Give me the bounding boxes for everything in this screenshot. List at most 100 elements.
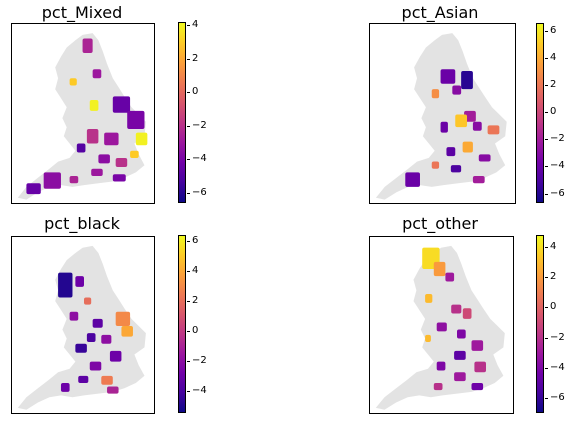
region-patch (431, 161, 440, 169)
region-patch (101, 375, 113, 385)
colorbar-tick-mark (187, 331, 190, 332)
map-frame (11, 236, 155, 414)
colorbar-tick-mark (187, 159, 190, 160)
region-patch (98, 154, 110, 164)
map-frame (369, 236, 514, 414)
region-patch (69, 176, 79, 184)
chart-title: pct_Asian (401, 3, 479, 22)
colorbar-tick-label: 0 (192, 86, 199, 97)
region-patch (471, 382, 484, 391)
region-patch (58, 272, 73, 298)
england-map (17, 33, 148, 200)
region-patch (462, 308, 472, 319)
colorbar-tick-mark (545, 247, 548, 248)
region-patch (75, 276, 84, 287)
region-patch (112, 174, 126, 182)
england-map (375, 33, 507, 200)
region-patch (474, 361, 486, 373)
region-patch (455, 114, 468, 128)
colorbar-tick-mark (545, 166, 548, 167)
region-patch (78, 375, 89, 383)
region-patch (60, 382, 70, 392)
region-patch (89, 361, 102, 371)
colorbar-tick-mark (187, 271, 190, 272)
colorbar-tick-mark (187, 241, 190, 242)
colorbar-tick-mark (545, 58, 548, 59)
region-patch (445, 272, 455, 282)
region-patch (440, 69, 456, 84)
map-frame (369, 23, 516, 204)
region-patch (69, 311, 79, 321)
region-patch (451, 304, 462, 314)
colorbar-tick-label: 0 (550, 106, 557, 117)
region-patch (26, 183, 41, 195)
region-patch (425, 293, 433, 303)
colorbar-tick-label: 4 (192, 265, 199, 276)
colorbar-tick-label: 2 (550, 79, 557, 90)
colorbar-tick-label: 4 (192, 19, 199, 30)
region-patch (457, 329, 466, 339)
region-patch (454, 372, 466, 382)
england-landmass (17, 245, 146, 410)
colorbar-tick-label: 6 (192, 235, 199, 246)
colorbar-tick-mark (545, 112, 548, 113)
region-patch (115, 311, 131, 326)
colorbar (178, 235, 186, 413)
region-patch (115, 157, 128, 167)
map-frame (11, 23, 155, 204)
colorbar-tick-label: 6 (550, 25, 557, 36)
region-patch (431, 89, 440, 99)
region-patch (84, 297, 92, 305)
region-patch (91, 168, 103, 177)
colorbar-tick-mark (545, 338, 548, 339)
region-patch (127, 110, 145, 129)
region-patch (92, 69, 102, 79)
region-patch (135, 132, 148, 146)
colorbar-tick-label: −2 (192, 355, 207, 366)
region-patch (43, 172, 61, 189)
chart-title: pct_other (402, 214, 478, 233)
region-patch (450, 165, 462, 173)
colorbar-tick-mark (545, 31, 548, 32)
region-patch (471, 340, 484, 351)
region-patch (76, 143, 86, 153)
colorbar-tick-label: −2 (550, 133, 565, 144)
region-patch (75, 343, 87, 353)
region-patch (86, 333, 96, 343)
colorbar-tick-mark (545, 307, 548, 308)
colorbar-tick-mark (187, 25, 190, 26)
colorbar-tick-label: −6 (192, 187, 207, 198)
colorbar-tick-label: 4 (550, 52, 557, 63)
region-patch (452, 85, 462, 95)
colorbar-tick-mark (187, 126, 190, 127)
region-patch (405, 172, 420, 187)
region-patch (433, 261, 446, 277)
chart-title: pct_black (44, 214, 120, 233)
region-patch (82, 38, 93, 53)
colorbar-tick-mark (545, 194, 548, 195)
region-patch (472, 176, 485, 184)
region-patch (92, 318, 103, 328)
colorbar-tick-label: −2 (550, 332, 565, 343)
colorbar-tick-mark (187, 59, 190, 60)
region-patch (121, 326, 133, 337)
region-patch (89, 100, 99, 111)
colorbar-tick-label: 2 (550, 271, 557, 282)
region-patch (109, 350, 122, 362)
region-patch (472, 121, 482, 131)
colorbar-tick-mark (545, 85, 548, 86)
chart-title: pct_Mixed (41, 3, 123, 22)
colorbar-tick-label: −2 (192, 120, 207, 131)
colorbar-tick-mark (187, 92, 190, 93)
region-patch (478, 154, 491, 162)
region-patch (112, 96, 131, 113)
region-patch (86, 128, 99, 144)
region-patch (130, 150, 139, 158)
region-patch (487, 125, 500, 135)
colorbar-tick-label: 2 (192, 295, 199, 306)
colorbar-tick-label: −4 (550, 362, 565, 373)
colorbar-tick-label: −6 (550, 188, 565, 199)
colorbar (536, 23, 544, 203)
region-patch (461, 71, 473, 90)
region-patch (464, 110, 476, 122)
